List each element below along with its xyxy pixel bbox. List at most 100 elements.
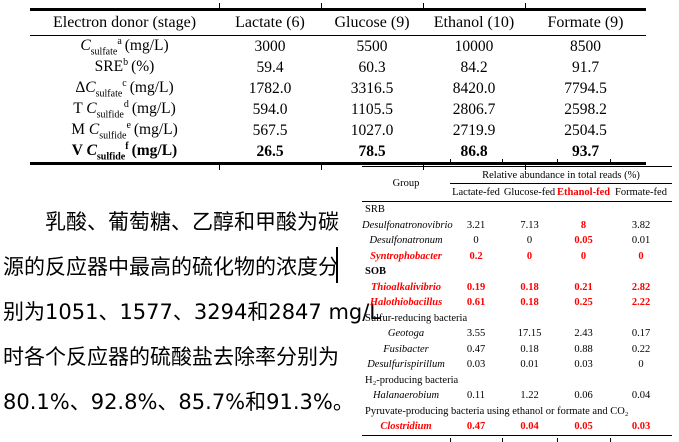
column-header: Lactate-fed	[452, 187, 500, 198]
value-cell: 3.21	[466, 219, 486, 231]
label-subscript: sulfide	[96, 109, 124, 121]
genus-label: Fusibacter	[383, 343, 429, 355]
label-unit: (%)	[131, 58, 155, 76]
value-cell: 0.17	[631, 328, 651, 340]
value-cell: 0.03	[574, 359, 593, 371]
group-column-header: Group	[392, 178, 420, 189]
column-header-formate: Formate (9)	[547, 14, 624, 31]
value-cell: 1027.0	[350, 121, 394, 139]
value-cell: 17.15	[517, 328, 542, 340]
section-label: H₂-producing bacteria	[365, 374, 459, 386]
value-cell: 1.22	[520, 390, 539, 402]
table1-row: Csulfatea (mg/L) 3000 5500 10000 8500	[30, 36, 646, 57]
text-cursor	[336, 247, 338, 283]
label-superscript: c	[122, 77, 127, 89]
value-cell: 567.5	[252, 121, 288, 139]
value-cell: 78.5	[358, 142, 386, 160]
value-cell: 0	[473, 235, 479, 247]
span-header: Relative abundance in total reads (%)	[450, 167, 672, 184]
label-superscript: a	[117, 35, 122, 47]
section-label: Pyruvate-producing bacteria using ethano…	[365, 405, 629, 417]
section-label: SOB	[365, 266, 387, 278]
label-subscript: sulfide	[96, 151, 126, 163]
table2-subheader-row: Lactate-fed Glucose-fed Ethanol-fed Formate…	[450, 184, 672, 201]
column-tick	[557, 159, 558, 164]
paragraph-line: 80.1%、92.8%、85.7%和91.3%。	[3, 390, 354, 414]
column-tick	[525, 3, 526, 8]
label-prefix: M	[71, 121, 89, 139]
paragraph-line: 时各个反应器的硫酸盐去除率分别为	[3, 345, 339, 369]
label-prefix: T	[73, 100, 87, 118]
table2-row: SRB	[362, 202, 672, 218]
value-cell: 3.82	[631, 219, 651, 231]
genus-label: Halothiobacillus	[369, 297, 443, 309]
value-cell: 26.5	[256, 142, 284, 160]
value-cell: 2.22	[631, 297, 651, 309]
value-cell: 0	[638, 359, 644, 371]
value-cell: 0.22	[631, 343, 651, 355]
electron-donor-table: Electron donor (stage) Lactate (6) Gluco…	[30, 3, 646, 170]
table2-row: Halanaerobium 0.11 1.22 0.06 0.04	[362, 388, 672, 404]
genus-label: Thioalkalivibrio	[370, 281, 441, 293]
value-cell: 91.7	[571, 58, 600, 76]
value-cell: 7.13	[520, 219, 539, 231]
value-cell: 84.2	[460, 58, 488, 76]
value-cell: 0.18	[520, 281, 539, 293]
value-cell: 0	[526, 250, 533, 262]
column-header-ethanol: Ethanol (10)	[433, 14, 515, 31]
value-cell: 93.7	[571, 142, 600, 160]
table2-row: Desulfonatronum 0 0 0.05 0.01	[362, 233, 672, 249]
table2-row: Pyruvate-producing bacteria using ethano…	[362, 404, 672, 420]
column-header: Formate-fed	[615, 187, 667, 198]
genus-label: Desulfurispirillum	[367, 359, 445, 371]
paragraph-line: 别为1051、1577、3294和2847 mg/L	[3, 300, 382, 324]
value-cell: 2719.9	[452, 121, 496, 139]
label-superscript: b	[123, 56, 129, 68]
table2-row: Fusibacter 0.47 0.18 0.88 0.22	[362, 342, 672, 358]
chinese-paragraph: 乳酸、葡萄糖、乙醇和甲酸为碳 源的反应器中最高的硫化物的浓度分 别为1051、157…	[3, 200, 382, 425]
column-tick	[219, 165, 220, 170]
column-tick	[423, 165, 424, 170]
paragraph-line: 源的反应器中最高的硫化物的浓度分	[3, 255, 339, 279]
table2-row: Halothiobacillus 0.61 0.18 0.25 2.22	[362, 295, 672, 311]
table2-row: Desulfurispirillum 0.03 0.01 0.03 0	[362, 357, 672, 373]
value-cell: 0.25	[574, 297, 593, 309]
section-label: Sulfur-reducing bacteria	[365, 312, 468, 324]
value-cell: 0	[580, 250, 587, 262]
genus-label: Geotoga	[387, 328, 425, 340]
label-unit: (mg/L)	[133, 121, 178, 139]
label-unit: (mg/L)	[131, 100, 176, 118]
value-cell: 2598.2	[564, 100, 607, 118]
table2-row: Thioalkalivibrio 0.19 0.18 0.21 2.82	[362, 280, 672, 296]
label-symbol: C	[86, 142, 97, 160]
genus-label: Desulfonatronovibrio	[362, 219, 453, 231]
value-cell: 0.06	[574, 390, 593, 402]
column-tick	[502, 159, 503, 164]
column-header: Ethanol-fed	[557, 187, 611, 198]
value-cell: 2.82	[631, 281, 651, 293]
table2-row: SOB	[362, 264, 672, 280]
table2-row: Geotoga 3.55 17.15 2.43 0.17	[362, 326, 672, 342]
value-cell: 10000	[454, 37, 494, 55]
value-cell: 0.04	[520, 421, 539, 433]
value-cell: 594.0	[252, 100, 288, 118]
label-prefix: SRE	[94, 58, 124, 76]
label-superscript: f	[125, 140, 129, 152]
value-cell: 0.18	[520, 343, 539, 355]
column-tick	[321, 165, 322, 170]
label-symbol: C	[85, 79, 96, 97]
value-cell: 2504.5	[564, 121, 607, 139]
value-cell: 8	[580, 219, 587, 231]
label-superscript: e	[126, 119, 131, 131]
table2-header: Group Relative abundance in total reads …	[362, 167, 672, 202]
table1-row: SREb (%) 59.4 60.3 84.2 91.7	[30, 57, 646, 78]
table2-body: SRB Desulfonatronovibrio 3.21 7.13 8 3.82 Desu…	[362, 202, 672, 435]
column-tick	[423, 3, 424, 8]
table2-row: Clostridium 0.47 0.04 0.05 0.03	[362, 419, 672, 435]
value-cell: 2806.7	[452, 100, 496, 118]
value-cell: 8420.0	[452, 79, 496, 97]
value-cell: 3000	[254, 37, 286, 55]
value-cell: 0.18	[520, 297, 539, 309]
column-tick	[321, 3, 322, 8]
